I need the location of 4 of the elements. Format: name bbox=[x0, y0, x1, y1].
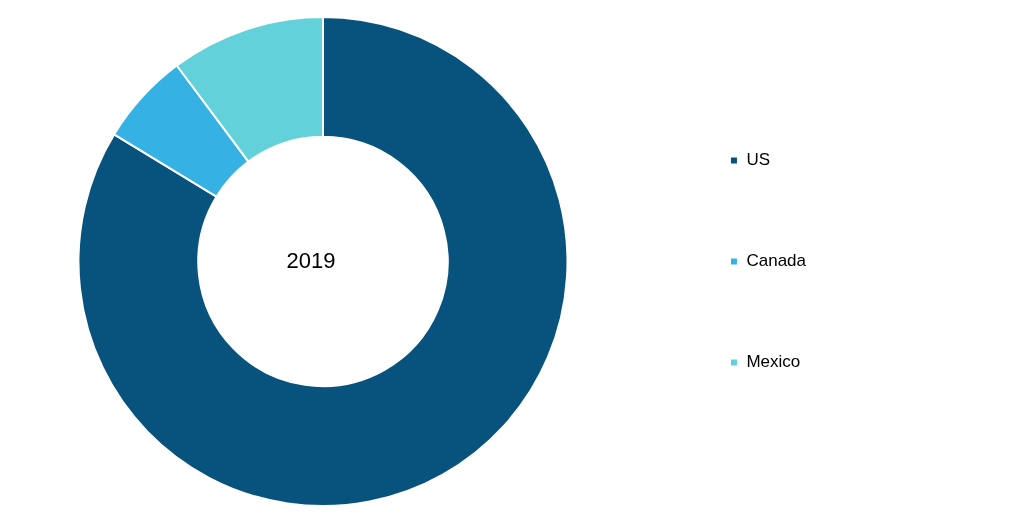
legend-label: Canada bbox=[746, 251, 807, 271]
legend-label: Mexico bbox=[746, 352, 801, 372]
text: 2019 bbox=[286, 247, 336, 273]
legend-label: US bbox=[746, 150, 771, 170]
